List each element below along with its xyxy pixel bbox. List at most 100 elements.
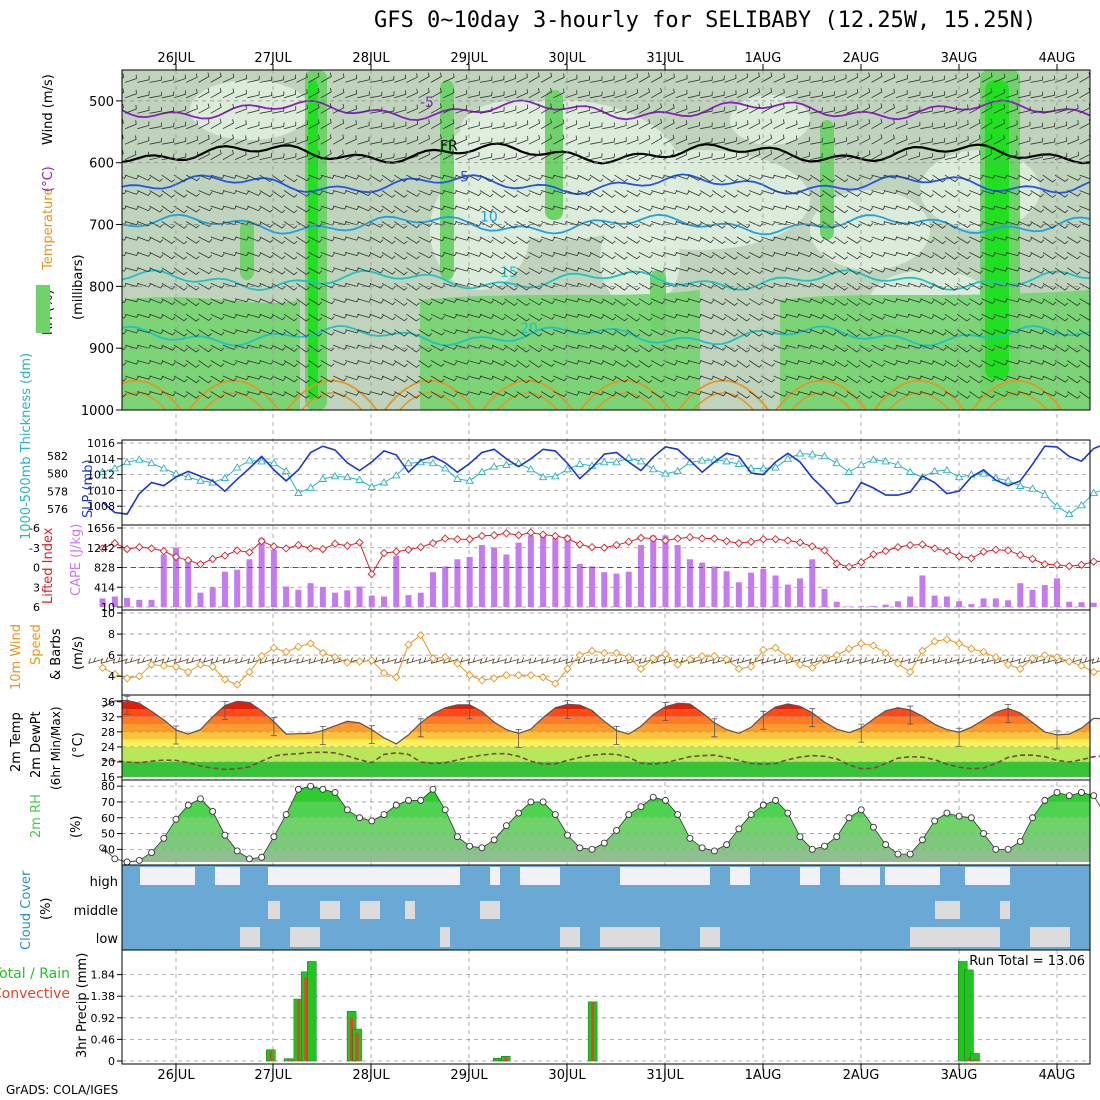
wind-barb (797, 91, 811, 99)
y2-tick-label: 576 (47, 503, 68, 516)
wind-speed-point (698, 652, 707, 661)
thickness-point (538, 472, 548, 481)
cape-bar (637, 544, 644, 607)
wind-barb-10m (748, 657, 764, 664)
wind-barb (149, 122, 162, 130)
temp-band (122, 746, 1090, 762)
wind-speed-point (404, 640, 413, 649)
wind-barb (1079, 391, 1090, 399)
wind-barb (235, 282, 250, 287)
thickness-point (954, 472, 964, 481)
wind-barb (296, 391, 310, 399)
rh2m-point (600, 839, 608, 847)
wind-barb (149, 91, 163, 99)
wind-barb (614, 298, 628, 307)
wind-barb (1042, 344, 1057, 351)
wind-barb (504, 121, 517, 130)
ylabel-wind10m-4: (m/s) (71, 636, 86, 670)
wind-barb (626, 360, 640, 368)
wind-barb (761, 267, 776, 273)
wind-barb (443, 313, 458, 319)
wind-barb-10m (589, 657, 605, 664)
wind-barb (773, 360, 788, 366)
cloud-level-label: middle (74, 904, 118, 919)
wind-barb (1054, 174, 1069, 183)
wind-barb (1005, 174, 1020, 180)
wind-barb (1054, 391, 1069, 398)
wind-barb (834, 313, 848, 322)
wind-barb (369, 252, 384, 259)
wind-barb (369, 107, 383, 114)
wind-barb-10m (846, 657, 862, 664)
wind-barb (1054, 205, 1069, 214)
wind-barb-10m (528, 657, 544, 664)
wind-barb (122, 377, 127, 382)
wind-barb (883, 134, 895, 145)
wind-barb (1042, 236, 1056, 245)
wind-barb (846, 120, 859, 130)
wind-barb (394, 121, 407, 130)
wind-barb (712, 329, 727, 336)
wind-barb (247, 136, 260, 145)
wind-barb (1066, 236, 1081, 244)
wind-barb (122, 149, 124, 155)
wind-barb (259, 252, 274, 259)
wind-barb (687, 205, 702, 212)
lifted-index-point (954, 552, 964, 561)
wind-barb (369, 190, 384, 198)
wind-barb (577, 267, 592, 273)
cloud-high (730, 867, 750, 885)
wind-barb (1018, 121, 1031, 130)
wind-barb (137, 174, 152, 181)
wind-barb (687, 174, 702, 181)
wind-barb (700, 329, 715, 335)
rh-moist-column (440, 80, 454, 280)
wind-barb (846, 391, 861, 399)
lifted-index-point (269, 542, 279, 551)
wind-barb (271, 138, 285, 145)
wind-speed-point (942, 635, 952, 644)
isotherm-loop (122, 392, 167, 410)
wind-barb (198, 267, 213, 275)
wind-speed-point (673, 660, 682, 669)
wind-barb (540, 344, 555, 352)
wind-barb (858, 360, 873, 368)
wind-barb (589, 221, 604, 228)
wind-barb (186, 151, 199, 160)
lifted-index-point (441, 534, 450, 543)
wind-barb (651, 282, 666, 289)
wind-barb (1092, 134, 1100, 144)
wind-barb (479, 91, 493, 99)
precip-conv-bar (504, 1057, 508, 1061)
wind-barb (981, 267, 996, 273)
wind-barb (122, 103, 124, 110)
wind-barb (981, 190, 996, 195)
thickness-point (624, 453, 634, 461)
wind-barb (430, 87, 442, 99)
rh2m-point (343, 806, 351, 814)
cape-bar (968, 604, 975, 607)
wind-barb (528, 174, 543, 180)
wind-barb (895, 190, 910, 195)
wind-barb (797, 152, 810, 160)
wind-barb (614, 174, 628, 183)
ylabel-wind: Wind (m/s) (41, 74, 56, 145)
rh2m-point (980, 830, 988, 838)
wind-barb (589, 190, 604, 198)
wind-barb (1092, 150, 1100, 160)
wind-barb (797, 344, 813, 349)
cape-bar (821, 588, 828, 607)
wind-barb (577, 136, 590, 145)
wind-barb (589, 91, 603, 99)
wind-barb (161, 190, 175, 198)
wind-barb (394, 391, 408, 398)
wind-barb (247, 282, 262, 288)
wind-barb-10m (479, 657, 495, 664)
y-tick-label: 80 (101, 780, 115, 793)
wind-barb (883, 344, 898, 350)
temp-minmax-bar (515, 728, 522, 748)
cape-bar (209, 587, 216, 607)
wind-barb (296, 360, 310, 368)
wind-barb (210, 118, 222, 130)
y-tick-label: 0.92 (91, 1012, 116, 1025)
